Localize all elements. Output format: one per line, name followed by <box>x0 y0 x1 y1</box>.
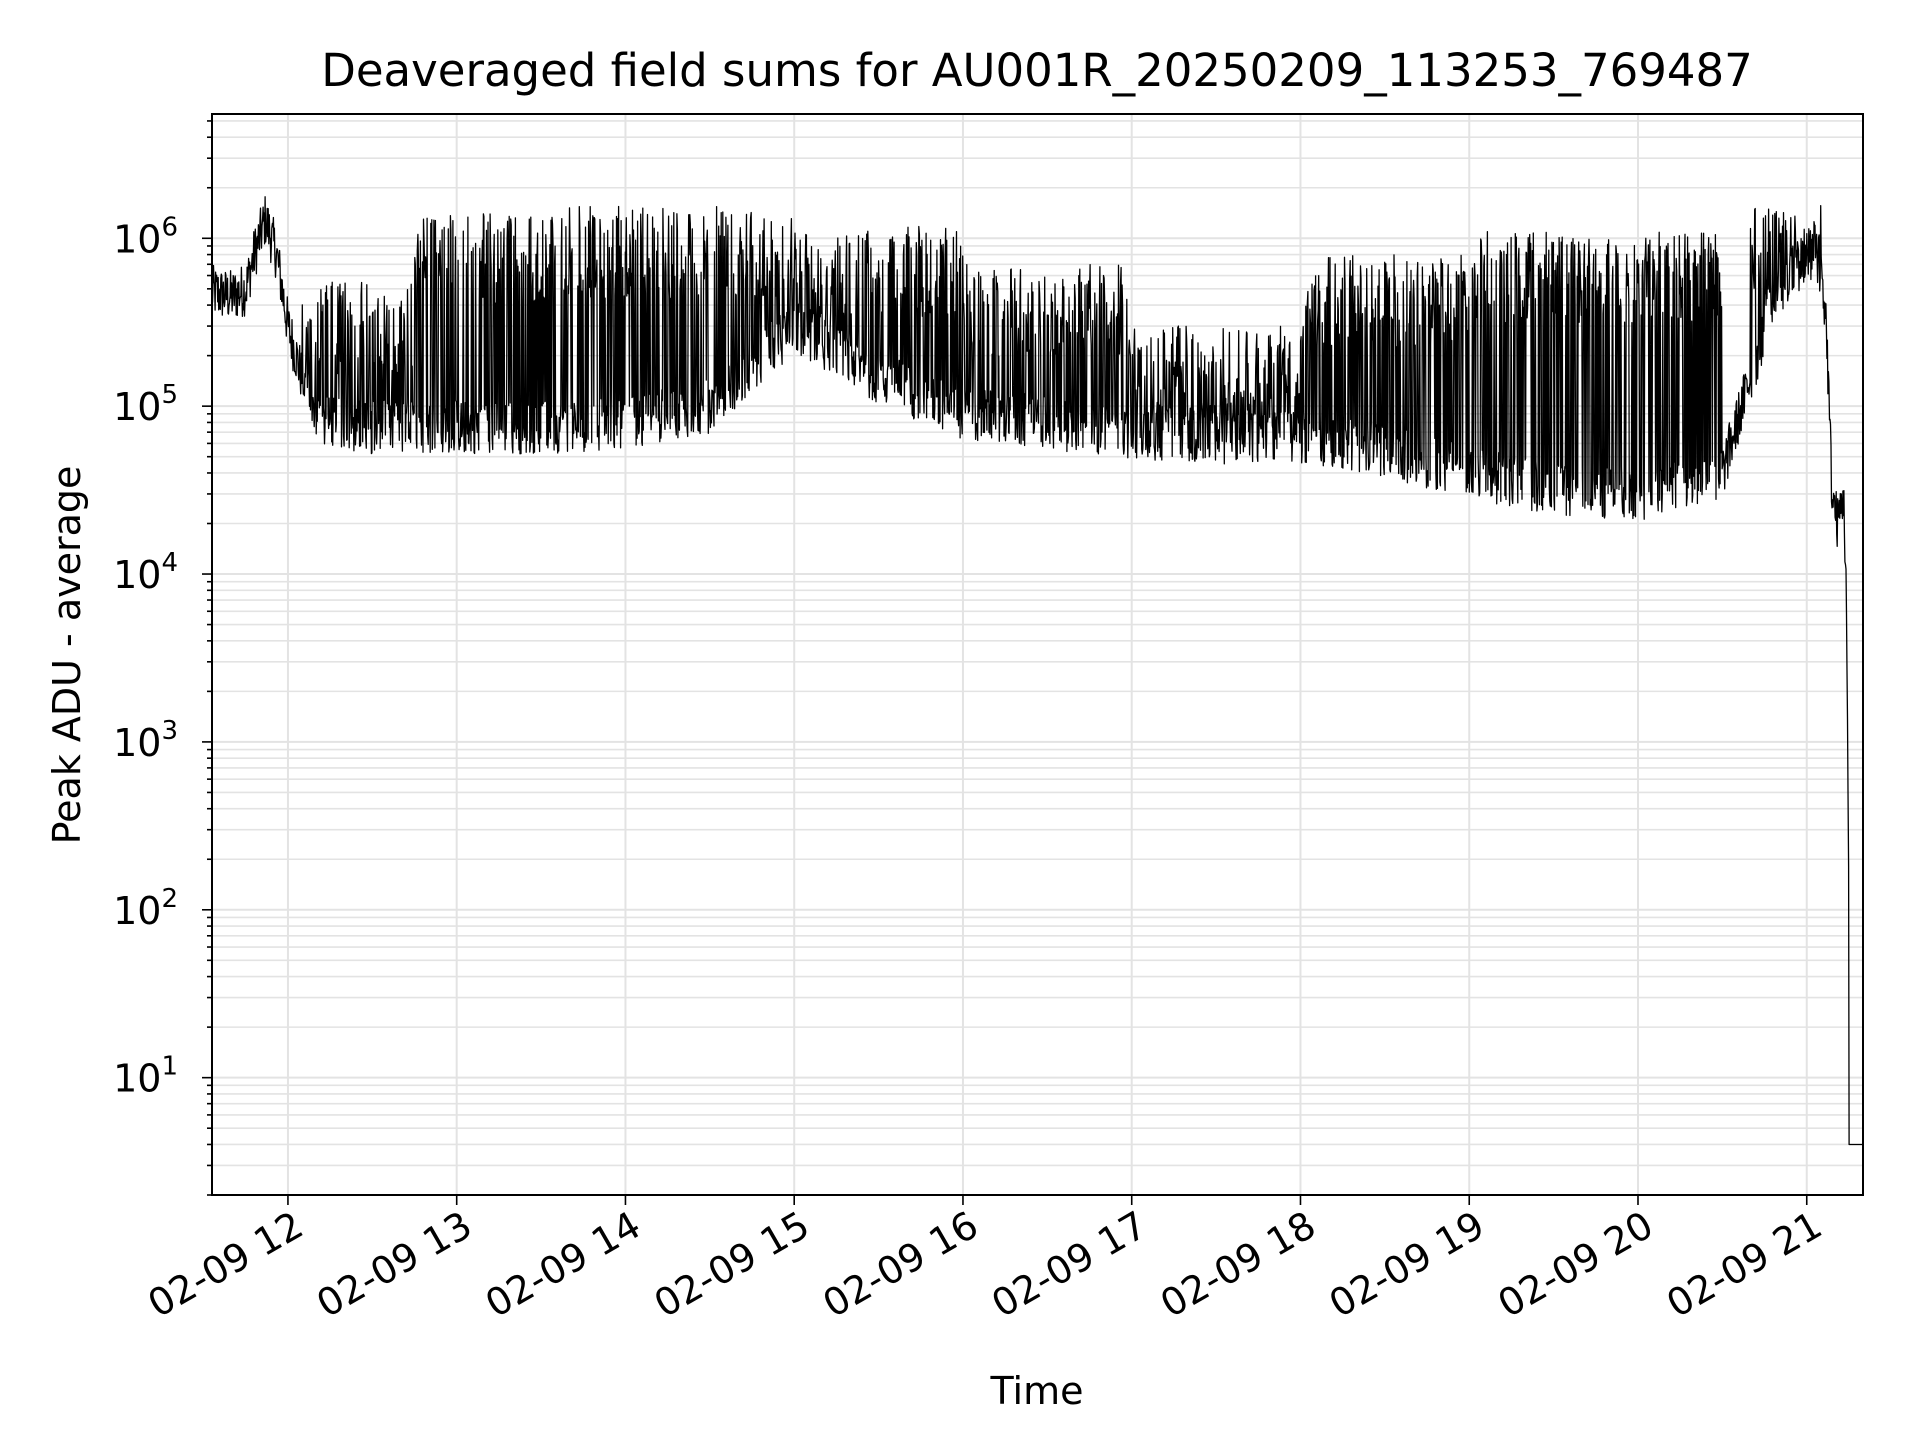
y-tick-label: 105 <box>113 380 178 429</box>
y-tick-exponent: 4 <box>161 548 178 578</box>
plot-frame <box>211 113 1864 1196</box>
y-axis-label: Peak ADU - average <box>45 466 89 845</box>
y-tick-label: 103 <box>113 716 178 765</box>
y-tick-base: 10 <box>113 385 161 429</box>
y-tick-exponent: 3 <box>161 716 178 746</box>
x-tick-label: 02-09 14 <box>478 1203 648 1327</box>
ticks-layer <box>202 120 1808 1205</box>
series-line <box>212 196 1863 1146</box>
x-tick-label: 02-09 13 <box>309 1203 479 1327</box>
x-tick-label: 02-09 16 <box>815 1203 985 1327</box>
y-tick-base: 10 <box>113 217 161 261</box>
y-tick-exponent: 2 <box>161 884 178 914</box>
x-tick-label: 02-09 18 <box>1153 1203 1323 1327</box>
y-tick-base: 10 <box>113 889 161 933</box>
x-tick-label: 02-09 12 <box>140 1203 310 1327</box>
y-tick-label: 102 <box>113 884 178 933</box>
y-tick-base: 10 <box>113 553 161 597</box>
y-tick-base: 10 <box>113 1057 161 1101</box>
chart-title: Deaveraged field sums for AU001R_2025020… <box>321 44 1753 97</box>
x-tick-label: 02-09 17 <box>984 1203 1154 1327</box>
y-tick-exponent: 6 <box>161 212 178 242</box>
x-tick-label: 02-09 21 <box>1659 1203 1829 1327</box>
y-tick-exponent: 1 <box>161 1052 178 1082</box>
x-tick-label: 02-09 19 <box>1322 1203 1492 1327</box>
series-layer <box>212 196 1863 1146</box>
y-tick-exponent: 5 <box>161 380 178 410</box>
x-axis-label: Time <box>990 1369 1084 1413</box>
y-tick-label: 106 <box>113 212 178 261</box>
x-tick-label: 02-09 20 <box>1491 1203 1661 1327</box>
x-tick-label: 02-09 15 <box>647 1203 817 1327</box>
y-tick-base: 10 <box>113 721 161 765</box>
y-tick-label: 101 <box>113 1052 178 1101</box>
y-tick-label: 104 <box>113 548 178 597</box>
